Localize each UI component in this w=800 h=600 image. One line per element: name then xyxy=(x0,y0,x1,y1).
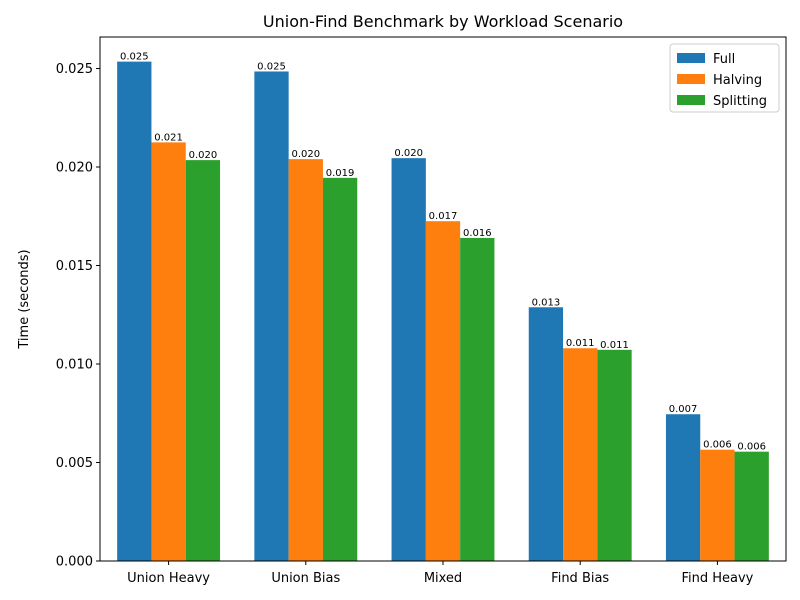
y-tick-label: 0.015 xyxy=(56,259,93,274)
y-tick-label: 0.020 xyxy=(56,161,93,176)
bar-label: 0.013 xyxy=(532,297,561,308)
bar-full-2 xyxy=(391,158,426,561)
bar-full-4 xyxy=(665,414,701,561)
y-tick-label: 0.005 xyxy=(56,456,93,471)
legend-entry-splitting: Splitting xyxy=(713,94,767,109)
bar-splitting-1 xyxy=(322,177,358,562)
bar-full-3 xyxy=(528,307,564,561)
legend: Full Halving Splitting xyxy=(669,43,780,113)
bar-label: 0.025 xyxy=(257,61,286,72)
bar-halving-1 xyxy=(288,159,323,561)
x-axis: Union Heavy Union Bias Mixed Find Bias Find … xyxy=(127,561,754,586)
legend-entry-halving: Halving xyxy=(713,73,762,88)
bar-splitting-0 xyxy=(185,160,221,561)
y-axis-label: Time (seconds) xyxy=(17,249,32,349)
bars-group xyxy=(117,61,769,562)
y-tick-label: 0.010 xyxy=(56,358,93,373)
plot-frame xyxy=(99,36,787,562)
y-tick-label: 0.000 xyxy=(56,555,93,570)
bar-label: 0.006 xyxy=(737,442,766,453)
bar-label: 0.021 xyxy=(154,132,183,143)
bar-label: 0.007 xyxy=(669,404,698,415)
y-axis: 0.000 0.005 0.010 0.015 0.020 0.025 xyxy=(56,62,100,570)
bar-labels-group: 0.025 0.021 0.020 0.025 0.020 0.019 0.020 0.017… xyxy=(120,52,766,453)
legend-swatch-halving xyxy=(677,74,705,84)
bar-splitting-4 xyxy=(734,451,769,561)
bar-label: 0.020 xyxy=(189,150,218,161)
bar-halving-0 xyxy=(151,142,186,561)
bar-label: 0.011 xyxy=(566,338,595,349)
legend-entry-full: Full xyxy=(713,52,735,67)
bar-label: 0.020 xyxy=(394,148,423,159)
x-tick-label: Mixed xyxy=(424,571,462,586)
bar-label: 0.016 xyxy=(463,228,492,239)
bar-label: 0.006 xyxy=(703,440,732,451)
bar-label: 0.019 xyxy=(326,168,355,179)
legend-swatch-full xyxy=(677,53,705,63)
bar-full-0 xyxy=(117,61,152,562)
bar-label: 0.011 xyxy=(600,340,629,351)
x-tick-label: Union Heavy xyxy=(127,571,210,586)
bar-label: 0.025 xyxy=(120,52,149,63)
bar-halving-3 xyxy=(563,348,598,561)
x-tick-label: Find Bias xyxy=(551,571,609,586)
bar-halving-4 xyxy=(700,449,735,561)
bar-splitting-3 xyxy=(597,349,632,561)
bar-label: 0.020 xyxy=(291,149,320,160)
bar-label: 0.017 xyxy=(429,211,458,222)
legend-swatch-splitting xyxy=(677,95,705,105)
x-tick-label: Union Bias xyxy=(271,571,340,586)
chart-title: Union-Find Benchmark by Workload Scenari… xyxy=(263,12,623,31)
y-tick-label: 0.025 xyxy=(56,62,93,77)
bar-splitting-2 xyxy=(460,237,495,562)
bar-full-1 xyxy=(254,71,289,561)
bar-halving-2 xyxy=(425,221,461,561)
x-tick-label: Find Heavy xyxy=(681,571,753,586)
